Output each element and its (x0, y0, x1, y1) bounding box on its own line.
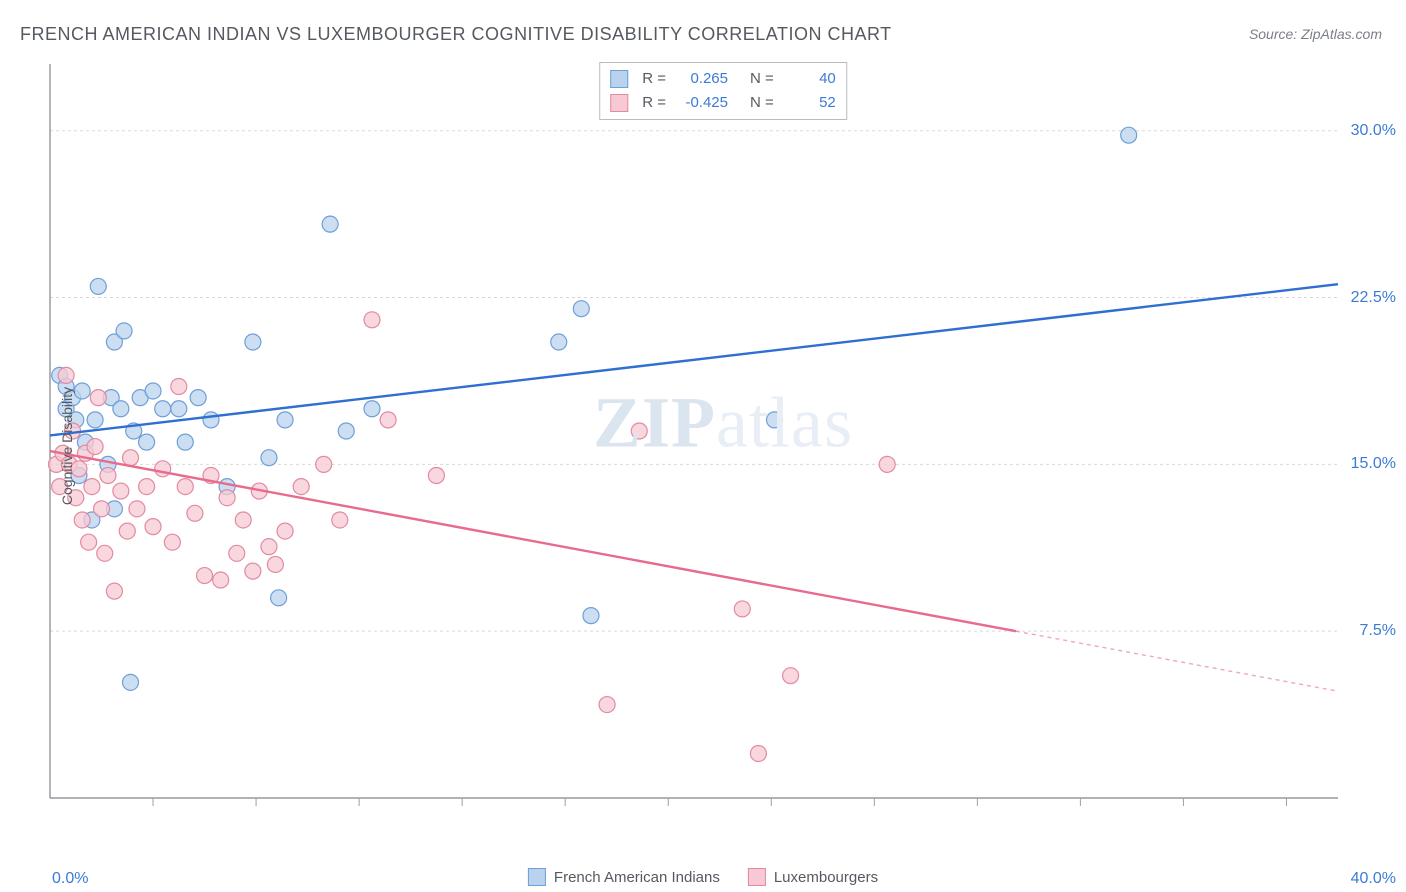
legend-row-series-1: R = 0.265 N = 40 (610, 67, 836, 91)
legend-label-series-1: French American Indians (554, 869, 720, 886)
y-axis-label: Cognitive Disability (59, 387, 75, 505)
legend-swatch-series-2 (748, 868, 766, 886)
legend-label-series-2: Luxembourgers (774, 869, 878, 886)
y-tick-label: 7.5% (1360, 622, 1396, 640)
x-tick-min: 0.0% (52, 870, 88, 888)
n-label: N = (750, 67, 774, 91)
plot-area: ZIPatlas R = 0.265 N = 40 R = -0.425 N =… (48, 58, 1398, 818)
n-label: N = (750, 91, 774, 115)
y-tick-label: 22.5% (1351, 289, 1396, 307)
scatter-chart-svg (48, 58, 1398, 818)
y-tick-label: 30.0% (1351, 122, 1396, 140)
y-tick-label: 15.0% (1351, 455, 1396, 473)
r-value-series-2: -0.425 (674, 91, 728, 115)
n-value-series-2: 52 (782, 91, 836, 115)
r-value-series-1: 0.265 (674, 67, 728, 91)
chart-title: FRENCH AMERICAN INDIAN VS LUXEMBOURGER C… (20, 24, 892, 45)
correlation-legend: R = 0.265 N = 40 R = -0.425 N = 52 (599, 62, 847, 120)
legend-row-series-2: R = -0.425 N = 52 (610, 91, 836, 115)
legend-item-series-1: French American Indians (528, 868, 720, 886)
r-label: R = (642, 91, 666, 115)
legend-swatch-series-1 (610, 70, 628, 88)
n-value-series-1: 40 (782, 67, 836, 91)
series-legend: French American Indians Luxembourgers (528, 868, 878, 886)
source-label: Source: ZipAtlas.com (1249, 26, 1382, 42)
legend-item-series-2: Luxembourgers (748, 868, 878, 886)
legend-swatch-series-1 (528, 868, 546, 886)
legend-swatch-series-2 (610, 94, 628, 112)
r-label: R = (642, 67, 666, 91)
x-tick-max: 40.0% (1351, 870, 1396, 888)
